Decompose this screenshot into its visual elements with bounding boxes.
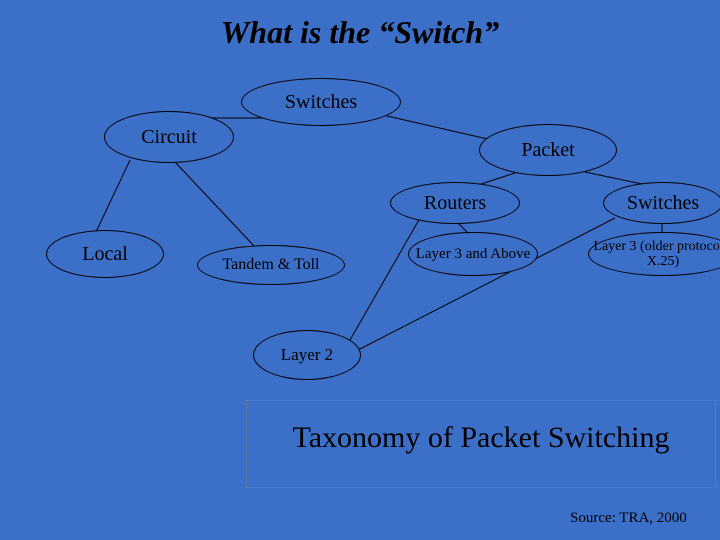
source-citation: Source: TRA, 2000 [570, 510, 687, 527]
node-switches_top: Switches [241, 78, 401, 126]
node-layer3above: Layer 3 and Above [408, 232, 538, 276]
node-layer2: Layer 2 [253, 330, 361, 380]
node-routers: Routers [390, 182, 520, 224]
node-tandem: Tandem & Toll [197, 245, 345, 285]
page-title: What is the “Switch” [0, 14, 720, 51]
edge-routers-layer2 [350, 218, 420, 340]
edge-switches_top-packet [387, 116, 492, 140]
node-switches_right: Switches [603, 182, 720, 224]
edge-circuit-tandem [175, 162, 255, 247]
subtitle-box: Taxonomy of Packet Switching [246, 400, 716, 488]
subtitle-text: Taxonomy of Packet Switching [292, 421, 669, 454]
node-layer3older: Layer 3 (older protocols, X.25) [588, 232, 720, 276]
node-local: Local [46, 230, 164, 278]
edge-packet-switches_right [585, 172, 642, 184]
node-packet: Packet [479, 124, 617, 176]
edge-circuit-local [96, 160, 130, 232]
node-circuit: Circuit [104, 111, 234, 163]
